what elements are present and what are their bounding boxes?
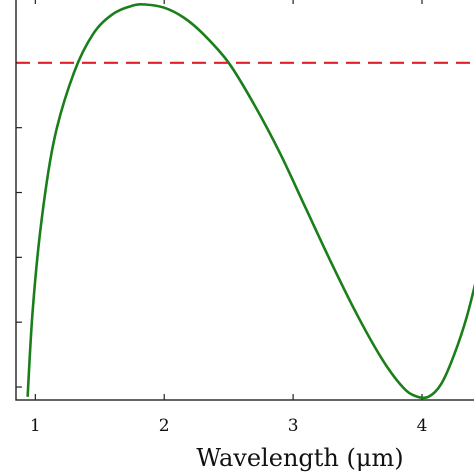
- x-tick-label: 4: [417, 416, 428, 436]
- plot-frame: [15, 0, 474, 401]
- tick-marks: [16, 0, 423, 400]
- x-tick-label: 2: [159, 416, 170, 436]
- x-axis-title: Wavelength (μm): [196, 444, 403, 472]
- x-tick-label: 1: [30, 416, 41, 436]
- data-series-line: [26, 3, 474, 400]
- x-tick-label: 3: [288, 416, 299, 436]
- tick-labels: 1 2 3 4: [30, 416, 427, 436]
- series-layer: [16, 3, 474, 400]
